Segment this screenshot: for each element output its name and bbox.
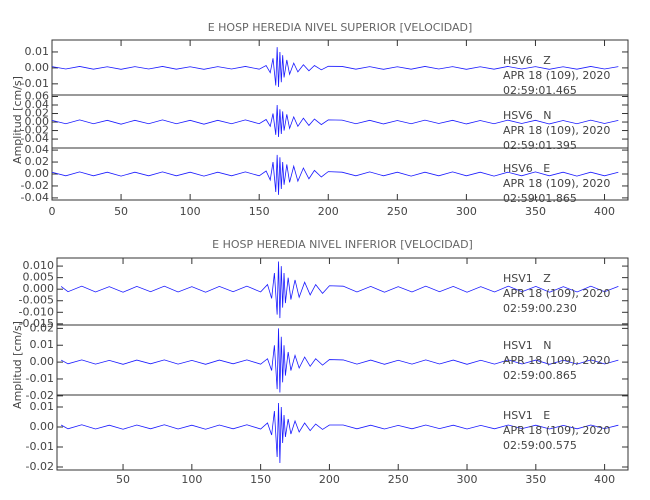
y-tick-label: -0.01 [26, 372, 54, 385]
y-tick-label: 0.02 [30, 321, 55, 334]
time-label: 02:59:00.865 [503, 369, 577, 382]
x-tick-label: 300 [457, 473, 478, 486]
y-tick-label: 0.04 [25, 143, 50, 156]
x-tick-label: 300 [456, 205, 477, 218]
date-label: APR 18 (109), 2020 [503, 124, 610, 137]
y-tick-label: -0.04 [21, 132, 49, 145]
y-tick-label: 0.005 [23, 271, 55, 284]
x-tick-label: 400 [594, 205, 615, 218]
x-tick-label: 250 [388, 473, 409, 486]
station-label: HSV1 Z [503, 272, 551, 285]
station-label: HSV1 N [503, 339, 552, 352]
y-tick-label: 0.01 [30, 338, 55, 351]
y-axis-label: Amplitud [cm/s] [11, 76, 24, 164]
x-tick-label: 200 [319, 473, 340, 486]
y-tick-label: -0.015 [19, 317, 54, 330]
waveform [60, 261, 619, 319]
date-label: APR 18 (109), 2020 [503, 177, 610, 190]
y-tick-label: 0.00 [25, 115, 50, 128]
y-tick-label: 0.00 [25, 167, 50, 180]
y-tick-label: 0.02 [25, 107, 50, 120]
y-tick-label: 0.00 [25, 61, 50, 74]
x-tick-label: 400 [594, 473, 615, 486]
y-tick-label: 0.02 [25, 155, 50, 168]
trace-frame [56, 394, 629, 471]
y-tick-label: 0.00 [30, 420, 55, 433]
y-axis-label: Amplitud [cm/s] [11, 321, 24, 409]
x-tick-label: 250 [387, 205, 408, 218]
panel-title: E HOSP HEREDIA NIVEL SUPERIOR [VELOCIDAD… [208, 21, 473, 34]
y-tick-label: -0.02 [26, 389, 54, 402]
waveform [60, 402, 619, 464]
x-tick-label: 200 [318, 205, 339, 218]
panel-title: E HOSP HEREDIA NIVEL INFERIOR [VELOCIDAD… [212, 238, 473, 251]
date-label: APR 18 (109), 2020 [503, 69, 610, 82]
station-label: HSV6 Z [503, 54, 551, 67]
x-tick-label: 350 [525, 473, 546, 486]
x-tick-label: 100 [180, 205, 201, 218]
y-tick-label: 0.010 [23, 259, 55, 272]
x-tick-label: 50 [114, 205, 128, 218]
y-tick-label: -0.010 [19, 305, 54, 318]
station-label: HSV1 E [503, 409, 550, 422]
station-label: HSV6 N [503, 109, 552, 122]
y-tick-label: 0.06 [25, 89, 50, 102]
y-tick-label: 0.01 [25, 45, 50, 58]
y-tick-label: -0.01 [21, 77, 49, 90]
x-tick-label: 150 [249, 205, 270, 218]
y-tick-label: -0.02 [26, 460, 54, 473]
y-tick-label: -0.005 [19, 294, 54, 307]
y-tick-label: 0.000 [23, 282, 55, 295]
y-tick-label: -0.02 [21, 124, 49, 137]
waveform [51, 154, 619, 195]
station-label: HSV6 E [503, 162, 550, 175]
time-label: 02:59:01.395 [503, 139, 577, 152]
waveform [51, 104, 619, 137]
time-label: 02:59:01.865 [503, 192, 577, 205]
x-tick-label: 50 [116, 473, 130, 486]
time-label: 02:59:01.465 [503, 84, 577, 97]
x-tick-label: 100 [181, 473, 202, 486]
y-tick-label: 0.00 [30, 355, 55, 368]
time-label: 02:59:00.575 [503, 439, 577, 452]
x-tick-label: 150 [250, 473, 271, 486]
y-tick-label: -0.01 [26, 440, 54, 453]
time-label: 02:59:00.230 [503, 302, 577, 315]
waveform [60, 328, 619, 393]
waveform [51, 47, 619, 88]
y-tick-label: -0.04 [21, 191, 49, 204]
x-tick-label: 350 [525, 205, 546, 218]
y-tick-label: 0.04 [25, 98, 50, 111]
y-tick-label: -0.02 [21, 179, 49, 192]
x-tick-label: 0 [49, 205, 56, 218]
date-label: APR 18 (109), 2020 [503, 287, 610, 300]
date-label: APR 18 (109), 2020 [503, 424, 610, 437]
date-label: APR 18 (109), 2020 [503, 354, 610, 367]
y-tick-label: 0.01 [30, 400, 55, 413]
